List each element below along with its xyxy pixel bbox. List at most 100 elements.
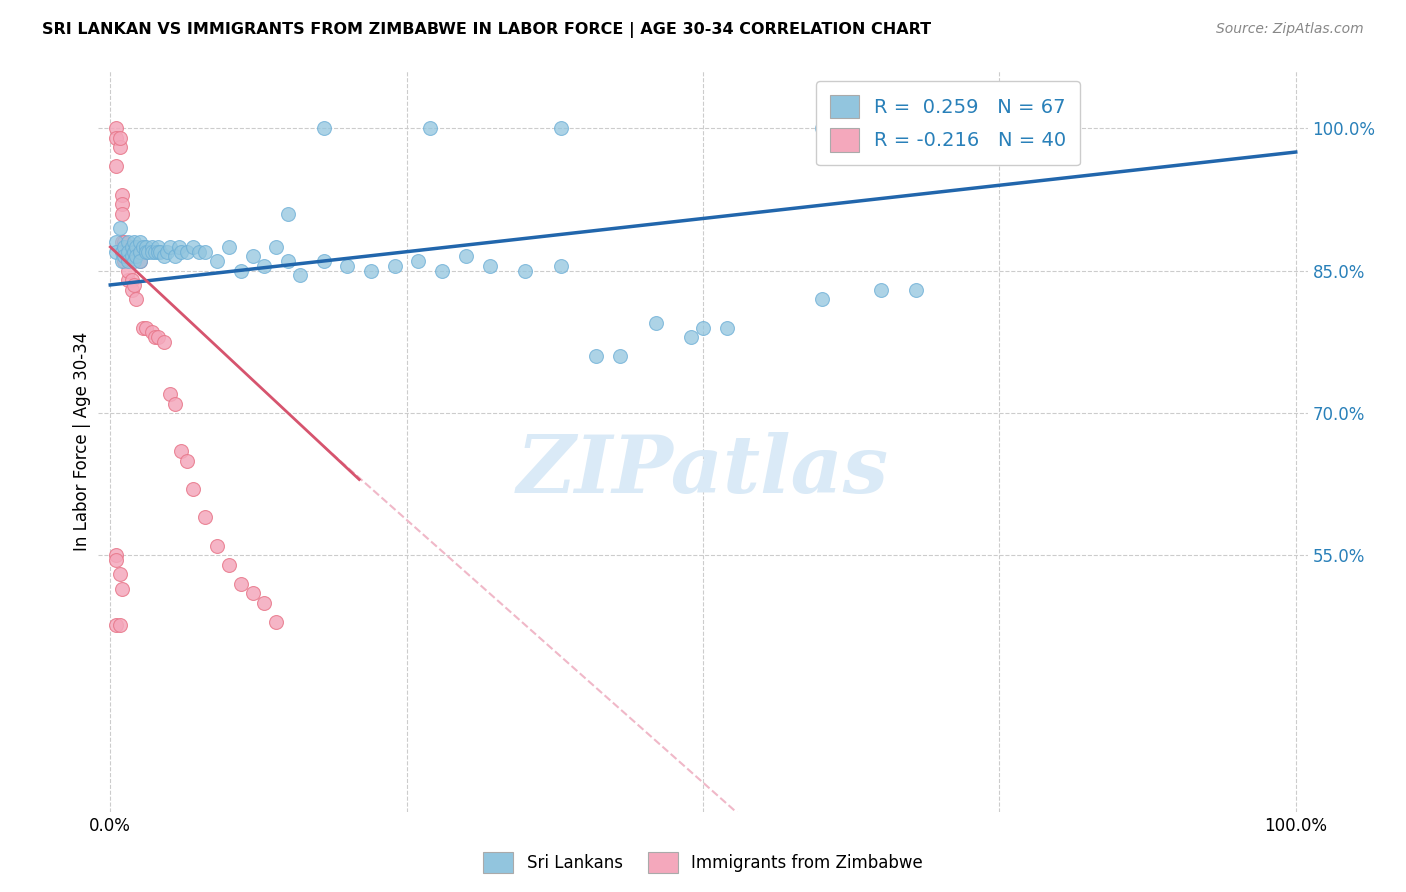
Point [681, 330, 703, 344]
Point [152, 250, 174, 264]
Point [176, 244, 198, 259]
Point [360, 263, 382, 277]
Point [143, 244, 166, 259]
Point [111, 244, 134, 259]
Point [129, 254, 152, 268]
Point [205, 254, 228, 268]
Point [905, 283, 928, 297]
Point [312, 121, 335, 136]
Point [149, 244, 172, 259]
Point [135, 244, 157, 259]
Point [146, 240, 169, 254]
Point [136, 244, 159, 259]
Point [432, 263, 454, 277]
Point [141, 244, 163, 259]
Point [114, 240, 136, 254]
Point [117, 254, 139, 268]
Point [478, 259, 501, 273]
Point [170, 244, 193, 259]
Point [143, 330, 166, 344]
Point [129, 254, 152, 268]
Point [129, 235, 152, 250]
Point [242, 250, 264, 264]
Point [312, 254, 335, 268]
Point [117, 244, 139, 259]
Point [125, 250, 148, 264]
Point [419, 121, 441, 136]
Point [159, 240, 181, 254]
Point [132, 320, 155, 334]
Point [229, 263, 252, 277]
Point [264, 615, 287, 629]
Point [229, 577, 252, 591]
Point [111, 254, 134, 268]
Point [105, 553, 128, 567]
Point [644, 316, 666, 330]
Text: SRI LANKAN VS IMMIGRANTS FROM ZIMBABWE IN LABOR FORCE | AGE 30-34 CORRELATION CH: SRI LANKAN VS IMMIGRANTS FROM ZIMBABWE I… [42, 22, 931, 38]
Point [810, 121, 832, 136]
Point [108, 617, 131, 632]
Point [336, 259, 359, 273]
Point [105, 617, 128, 632]
Point [105, 244, 128, 259]
Point [242, 586, 264, 600]
Point [117, 235, 139, 250]
Point [515, 263, 537, 277]
Point [122, 244, 145, 259]
Point [117, 244, 139, 259]
Point [181, 482, 204, 496]
Point [122, 254, 145, 268]
Point [810, 292, 832, 306]
Point [146, 244, 169, 259]
Point [114, 254, 136, 268]
Point [135, 240, 157, 254]
Point [125, 240, 148, 254]
Point [105, 130, 128, 145]
Point [111, 582, 134, 596]
Legend: R =  0.259   N = 67, R = -0.216   N = 40: R = 0.259 N = 67, R = -0.216 N = 40 [815, 81, 1080, 166]
Point [121, 273, 143, 287]
Point [218, 558, 240, 572]
Point [117, 263, 139, 277]
Point [111, 187, 134, 202]
Point [454, 250, 477, 264]
Point [125, 292, 148, 306]
Point [253, 259, 276, 273]
Point [117, 273, 139, 287]
Point [114, 250, 136, 264]
Point [181, 240, 204, 254]
Point [288, 268, 311, 283]
Point [132, 240, 155, 254]
Point [585, 349, 607, 363]
Point [170, 444, 193, 458]
Point [277, 254, 299, 268]
Point [105, 235, 128, 250]
Point [146, 330, 169, 344]
Point [218, 240, 240, 254]
Point [253, 596, 276, 610]
Point [122, 235, 145, 250]
Text: Source: ZipAtlas.com: Source: ZipAtlas.com [1216, 22, 1364, 37]
Point [165, 396, 187, 410]
Point [609, 349, 631, 363]
Text: ZIPatlas: ZIPatlas [517, 433, 889, 510]
Point [159, 387, 181, 401]
Point [122, 244, 145, 259]
Point [108, 130, 131, 145]
Point [111, 207, 134, 221]
Point [105, 549, 128, 563]
Point [108, 140, 131, 154]
Point [188, 244, 211, 259]
Point [141, 240, 163, 254]
Point [152, 334, 174, 349]
Point [121, 283, 143, 297]
Legend: Sri Lankans, Immigrants from Zimbabwe: Sri Lankans, Immigrants from Zimbabwe [477, 846, 929, 880]
Point [105, 159, 128, 173]
Point [121, 240, 143, 254]
Point [129, 244, 152, 259]
Point [264, 240, 287, 254]
Point [114, 235, 136, 250]
Point [716, 320, 738, 334]
Point [692, 320, 714, 334]
Point [550, 259, 572, 273]
